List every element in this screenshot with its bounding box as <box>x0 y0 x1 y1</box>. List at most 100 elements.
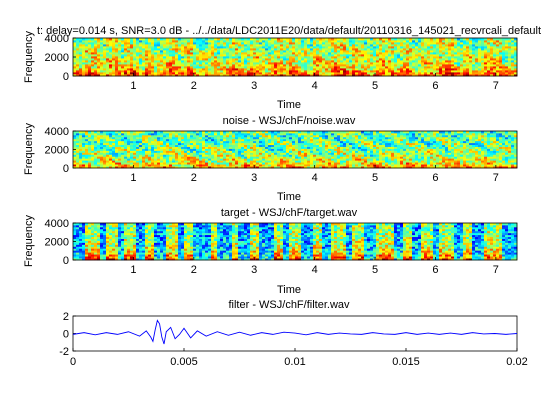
spectrogram-cell <box>364 48 368 51</box>
spectrogram-cell <box>307 156 311 159</box>
spectrogram-cell <box>322 38 326 41</box>
spectrogram-cell <box>280 154 284 157</box>
spectrogram-cell <box>181 156 185 159</box>
spectrogram-cell <box>94 58 98 61</box>
spectrogram-cell <box>169 44 173 47</box>
spectrogram-cell <box>280 138 284 142</box>
spectrogram-cell <box>118 158 122 161</box>
spectrogram-cell <box>100 48 104 51</box>
spectrogram-cell <box>208 56 212 59</box>
spectrogram-cell <box>343 68 347 71</box>
spectrogram-cell <box>322 50 326 53</box>
spectrogram-cell <box>331 40 335 43</box>
spectrogram-cell <box>346 50 350 53</box>
spectrogram-cell <box>301 136 305 140</box>
spectrogram-cell <box>403 136 407 140</box>
spectrogram-cell <box>232 152 236 155</box>
spectrogram-cell <box>127 64 131 67</box>
spectrogram-cell <box>397 132 401 136</box>
spectrogram-cell <box>298 150 302 153</box>
spectrogram-cell <box>376 150 380 153</box>
spectrogram-cell <box>169 134 173 138</box>
spectrogram-cell <box>157 48 161 51</box>
spectrogram-cell <box>451 66 455 69</box>
spectrogram-cell <box>349 48 353 51</box>
spectrogram-cell <box>154 148 158 151</box>
spectrogram-cell <box>370 142 374 146</box>
spectrogram-cell <box>172 162 176 165</box>
spectrogram-cell <box>268 136 272 140</box>
spectrogram-cell <box>454 50 458 53</box>
spectrogram-cell <box>313 150 317 153</box>
spectrogram-cell <box>193 54 197 57</box>
spectrogram-cell <box>268 164 272 167</box>
spectrogram-cell <box>337 144 341 147</box>
spectrogram-cell <box>334 150 338 153</box>
spectrogram-cell <box>337 40 341 43</box>
spectrogram-cell <box>490 60 494 63</box>
spectrogram-cell <box>184 46 188 49</box>
spectrogram-cell <box>109 154 113 157</box>
spectrogram-cell <box>73 152 77 155</box>
spectrogram-cell <box>349 54 353 57</box>
spectrogram-cell <box>118 52 122 55</box>
spectrogram-cell <box>115 152 119 155</box>
spectrogram-cell <box>157 60 161 63</box>
spectrogram-cell <box>340 162 344 165</box>
spectrogram-cell <box>298 66 302 69</box>
spectrogram-cell <box>364 66 368 69</box>
spectrogram-cell <box>277 164 281 167</box>
spectrogram-cell <box>214 144 218 147</box>
spectrogram-cell <box>73 42 77 45</box>
spectrogram-cell <box>238 44 242 47</box>
spectrogram-cell <box>484 52 488 55</box>
spectrogram-cell <box>292 52 296 55</box>
spectrogram-cell <box>496 72 500 75</box>
spectrogram-cell <box>310 140 314 144</box>
spectrogram-cell <box>304 138 308 142</box>
spectrogram-cell <box>511 64 515 67</box>
spectrogram-cell <box>148 72 152 75</box>
spectrogram-cell <box>214 64 218 67</box>
spectrogram-cell <box>82 150 86 153</box>
spectrogram-cell <box>484 74 488 77</box>
spectrogram-cell <box>316 150 320 153</box>
spectrogram-cell <box>241 164 245 167</box>
spectrogram-cell <box>298 46 302 49</box>
spectrogram-cell <box>184 166 188 169</box>
spectrogram-cell <box>223 48 227 51</box>
spectrogram-cell <box>298 131 302 134</box>
spectrogram-cell <box>85 154 89 157</box>
spectrogram-cell <box>136 70 140 73</box>
spectrogram-cell <box>274 42 278 45</box>
spectrogram-cell <box>346 150 350 153</box>
spectrogram-cell <box>175 40 179 43</box>
spectrogram-cell <box>130 38 134 41</box>
spectrogram-cell <box>406 70 410 73</box>
spectrogram-cell <box>382 140 386 144</box>
spectrogram-cell <box>73 70 77 73</box>
spectrogram-cell <box>271 138 275 142</box>
spectrogram-cell <box>310 52 314 55</box>
spectrogram-cell <box>319 164 323 167</box>
spectrogram-cell <box>73 156 77 159</box>
spectrogram-cell <box>256 48 260 51</box>
spectrogram-cell <box>259 162 263 165</box>
spectrogram-cell <box>433 68 437 71</box>
spectrogram-cell <box>229 131 233 134</box>
spectrogram-cell <box>394 148 398 151</box>
spectrogram-cell <box>286 144 290 147</box>
spectrogram-cell <box>76 134 80 138</box>
spectrogram-cell <box>463 38 467 41</box>
spectrogram-cell <box>199 156 203 159</box>
spectrogram-cell <box>376 64 380 67</box>
spectrogram-cell <box>76 148 80 151</box>
spectrogram-cell <box>88 60 92 63</box>
spectrogram-cell <box>295 154 299 157</box>
spectrogram-cell <box>223 140 227 144</box>
spectrogram-cell <box>481 40 485 43</box>
spectrogram-cell <box>199 50 203 53</box>
spectrogram-cell <box>286 72 290 75</box>
spectrogram-cell <box>478 60 482 63</box>
spectrogram-cell <box>202 70 206 73</box>
